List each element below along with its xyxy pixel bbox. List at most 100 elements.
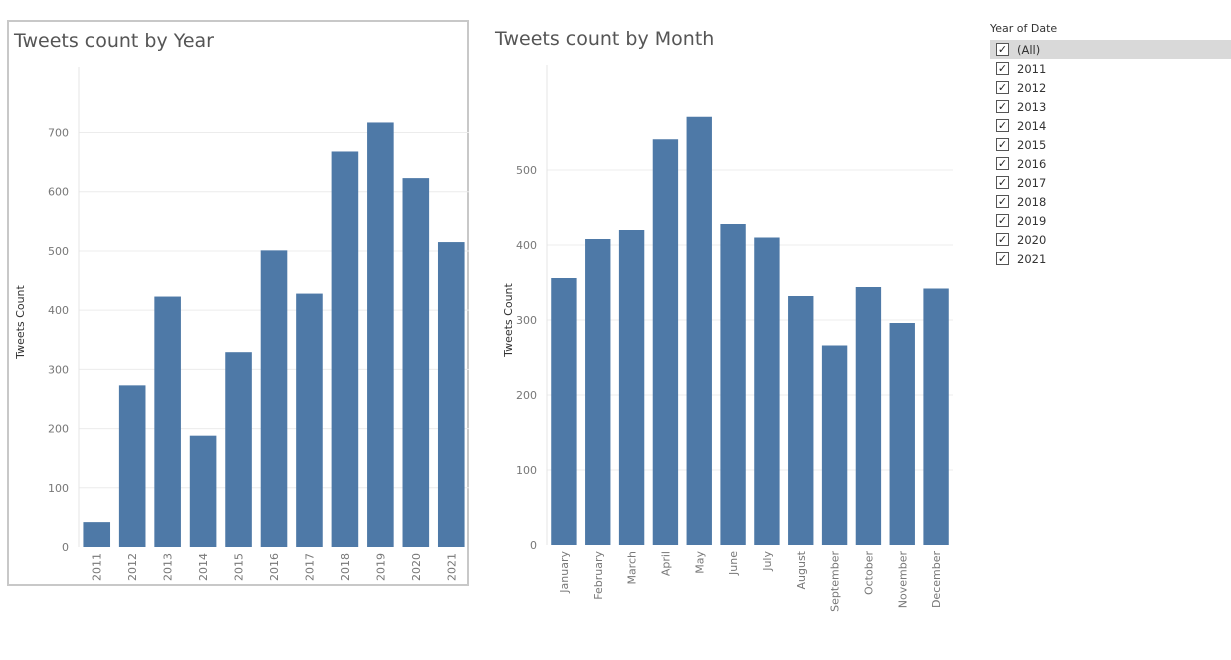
checkbox-checked-icon[interactable]: ✓ xyxy=(996,157,1009,170)
bar[interactable] xyxy=(83,522,111,547)
bar[interactable] xyxy=(189,435,217,547)
filter-item-year[interactable]: ✓ 2012 xyxy=(990,78,1231,97)
x-tick-label: January xyxy=(558,551,571,594)
bar[interactable] xyxy=(855,287,882,545)
filter-item-label: 2011 xyxy=(1017,61,1047,76)
y-tick-label: 400 xyxy=(48,304,69,317)
x-tick-label: June xyxy=(727,551,740,576)
bar[interactable] xyxy=(754,237,780,546)
x-tick-label: 2016 xyxy=(268,553,281,581)
y-tick-label: 500 xyxy=(48,245,69,258)
filter-item-label: 2015 xyxy=(1017,137,1047,152)
bar[interactable] xyxy=(225,352,252,547)
filter-item-label: 2020 xyxy=(1017,232,1047,247)
checkbox-checked-icon[interactable]: ✓ xyxy=(996,214,1009,227)
checkbox-checked-icon[interactable]: ✓ xyxy=(996,100,1009,113)
checkbox-checked-icon[interactable]: ✓ xyxy=(996,138,1009,151)
y-axis-title: Tweets Count xyxy=(502,282,515,357)
year-bar-chart: 0 100 200 300 400 500 600 700 Tweets Count 2011 20… xyxy=(14,67,469,581)
bar[interactable] xyxy=(402,178,430,548)
x-tick-label: December xyxy=(930,551,943,609)
checkbox-checked-icon[interactable]: ✓ xyxy=(996,195,1009,208)
y-tick-label: 0 xyxy=(530,539,537,552)
checkbox-checked-icon[interactable]: ✓ xyxy=(996,119,1009,132)
checkbox-checked-icon[interactable]: ✓ xyxy=(996,252,1009,265)
x-tick-label: 2018 xyxy=(339,553,352,581)
checkbox-checked-icon[interactable]: ✓ xyxy=(996,62,1009,75)
month-chart-sheet: Tweets count by Month 0 100 200 300 400 500 Tw… xyxy=(490,20,960,620)
filter-item-label: 2021 xyxy=(1017,251,1047,266)
filter-item-year[interactable]: ✓ 2013 xyxy=(990,97,1231,116)
x-tick-label: September xyxy=(829,551,842,612)
filter-item-year[interactable]: ✓ 2015 xyxy=(990,135,1231,154)
y-tick-label: 200 xyxy=(48,423,69,436)
x-tick-label: 2012 xyxy=(126,553,139,581)
checkbox-checked-icon[interactable]: ✓ xyxy=(996,176,1009,189)
y-tick-label: 300 xyxy=(516,314,537,327)
filter-item-year[interactable]: ✓ 2018 xyxy=(990,192,1231,211)
bar[interactable] xyxy=(118,385,146,547)
x-tick-label: November xyxy=(896,551,909,609)
month-bar-chart: 0 100 200 300 400 500 Tweets Count January Febru… xyxy=(502,65,953,612)
bar[interactable] xyxy=(260,250,288,547)
filter-item-year[interactable]: ✓ 2019 xyxy=(990,211,1231,230)
y-tick-label: 100 xyxy=(516,464,537,477)
x-tick-label: 2011 xyxy=(91,553,104,581)
filter-title: Year of Date xyxy=(990,22,1058,35)
bar[interactable] xyxy=(154,296,181,547)
bar[interactable] xyxy=(551,278,577,545)
bar[interactable] xyxy=(889,323,915,545)
y-tick-label: 100 xyxy=(48,482,69,495)
bar[interactable] xyxy=(585,239,611,545)
y-axis-title: Tweets Count xyxy=(14,284,27,359)
y-tick-label: 600 xyxy=(48,186,69,199)
filter-item-label: 2014 xyxy=(1017,118,1047,133)
filter-item-label: 2017 xyxy=(1017,175,1047,190)
x-tick-label: February xyxy=(592,551,605,600)
bar[interactable] xyxy=(821,345,848,546)
x-tick-label: 2013 xyxy=(162,553,175,581)
x-tick-label: 2020 xyxy=(410,553,423,581)
bar[interactable] xyxy=(618,230,645,545)
x-tick-label: 2019 xyxy=(374,553,387,581)
x-tick-label: April xyxy=(659,551,672,576)
checkbox-checked-icon[interactable]: ✓ xyxy=(996,43,1009,56)
checkbox-checked-icon[interactable]: ✓ xyxy=(996,81,1009,94)
filter-item-year[interactable]: ✓ 2021 xyxy=(990,249,1231,268)
filter-item-label: 2018 xyxy=(1017,194,1047,209)
bar[interactable] xyxy=(652,139,679,545)
filter-list: ✓ (All) ✓ 2011 ✓ 2012 ✓ 2013 ✓ 2014 ✓ 2015 ✓ 2016 ✓ 201… xyxy=(990,40,1231,268)
y-tick-label: 200 xyxy=(516,389,537,402)
bar[interactable] xyxy=(296,293,323,547)
x-tick-label: 2015 xyxy=(233,553,246,581)
year-chart-title: Tweets count by Year xyxy=(14,30,214,52)
filter-item-label: 2016 xyxy=(1017,156,1047,171)
bar[interactable] xyxy=(720,224,746,545)
checkbox-checked-icon[interactable]: ✓ xyxy=(996,233,1009,246)
filter-item-year[interactable]: ✓ 2016 xyxy=(990,154,1231,173)
y-tick-label: 300 xyxy=(48,363,69,376)
filter-item-all[interactable]: ✓ (All) xyxy=(990,40,1231,59)
month-chart-title: Tweets count by Month xyxy=(495,28,715,50)
y-tick-label: 500 xyxy=(516,164,537,177)
x-tick-label: 2017 xyxy=(303,553,316,581)
x-tick-label: August xyxy=(795,550,808,589)
bar[interactable] xyxy=(437,242,465,547)
filter-item-year[interactable]: ✓ 2020 xyxy=(990,230,1231,249)
x-tick-label: October xyxy=(862,551,875,595)
y-tick-label: 0 xyxy=(62,541,69,554)
filter-item-label: 2019 xyxy=(1017,213,1047,228)
filter-item-year[interactable]: ✓ 2014 xyxy=(990,116,1231,135)
filter-item-year[interactable]: ✓ 2017 xyxy=(990,173,1231,192)
bar[interactable] xyxy=(923,288,949,546)
filter-item-year[interactable]: ✓ 2011 xyxy=(990,59,1231,78)
x-tick-label: March xyxy=(626,551,639,585)
bar[interactable] xyxy=(788,296,814,545)
year-chart-sheet: Tweets count by Year 0 100 200 300 400 500 600… xyxy=(7,20,469,586)
bar[interactable] xyxy=(686,116,712,545)
bar[interactable] xyxy=(331,151,359,547)
x-tick-label: 2021 xyxy=(445,553,458,581)
bar[interactable] xyxy=(367,122,394,548)
x-tick-label: 2014 xyxy=(197,553,210,581)
x-tick-label: May xyxy=(693,551,706,574)
